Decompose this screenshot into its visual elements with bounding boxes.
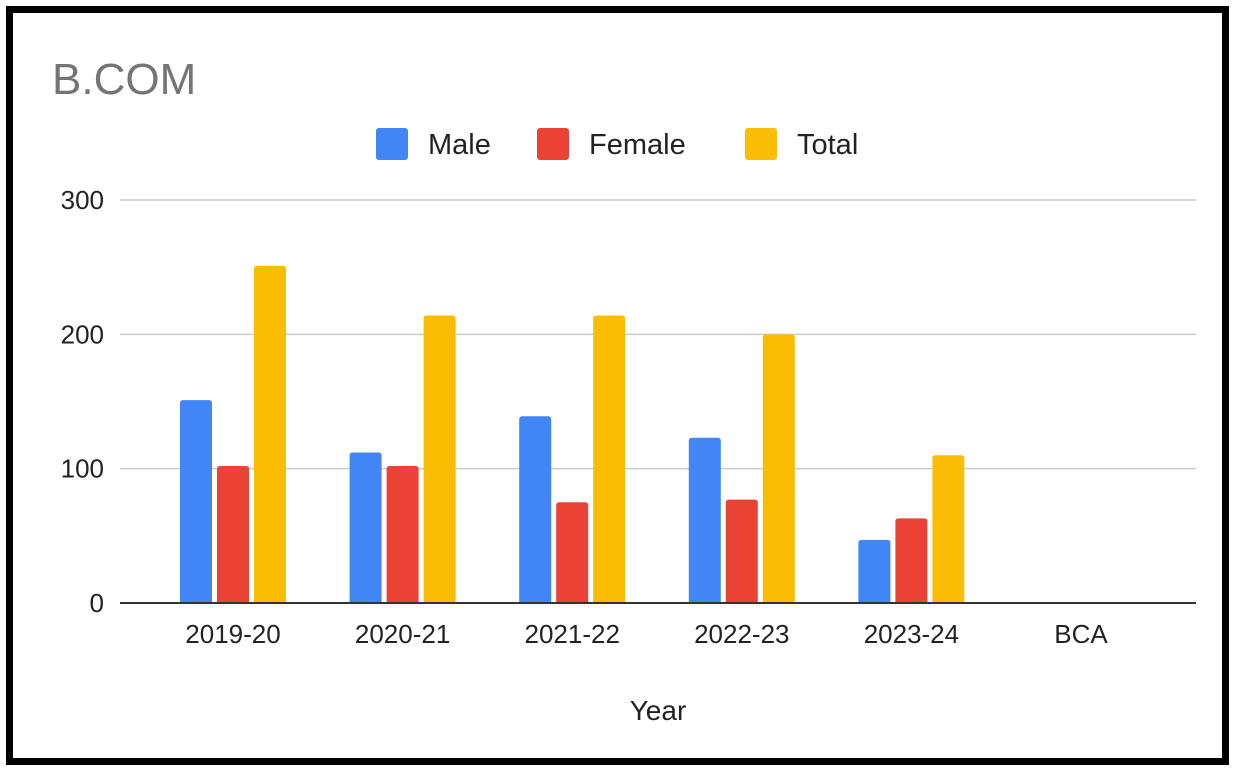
bar-male-2019-20 [180, 400, 212, 603]
bar-female-2020-21 [386, 465, 419, 603]
y-tick-label: 0 [90, 588, 104, 618]
bar-male-2021-22 [519, 416, 552, 603]
legend-label-female: Female [589, 129, 686, 161]
gridlines [120, 199, 1196, 470]
bar-total-2023-24 [932, 455, 965, 603]
x-tick-label: 2021-22 [524, 619, 619, 649]
x-tick-label: 2019-20 [185, 619, 280, 649]
bar-total-2022-23 [762, 334, 795, 603]
y-axis-ticks: 0 100 200 300 [61, 185, 104, 618]
bar-total-2021-22 [593, 315, 626, 603]
x-tick-label: 2023-24 [864, 619, 959, 649]
chart-title: B.COM [52, 55, 196, 104]
y-tick-label: 200 [61, 319, 104, 349]
legend-swatch-female [537, 128, 569, 160]
bar-male-2020-21 [349, 452, 382, 603]
x-tick-label: BCA [1054, 619, 1108, 649]
x-tick-label: 2020-21 [355, 619, 450, 649]
bar-female-2023-24 [895, 518, 928, 603]
legend-swatch-male [376, 128, 408, 160]
bars [180, 265, 965, 603]
y-tick-label: 100 [61, 454, 104, 484]
bar-female-2022-23 [725, 499, 758, 603]
bar-male-2023-24 [858, 539, 891, 603]
legend-swatch-total [745, 128, 777, 160]
y-tick-label: 300 [61, 185, 104, 215]
x-axis-ticks: 2019-20 2020-21 2021-22 2022-23 2023-24 BCA [185, 619, 1108, 649]
legend: Male Female Total [376, 128, 858, 161]
bar-male-2022-23 [688, 437, 721, 603]
bar-total-2020-21 [423, 315, 456, 603]
legend-label-male: Male [428, 129, 491, 161]
x-tick-label: 2022-23 [694, 619, 789, 649]
legend-label-total: Total [797, 129, 858, 161]
bar-female-2019-20 [217, 465, 249, 603]
bar-female-2021-22 [556, 502, 589, 603]
x-axis-title: Year [630, 695, 687, 726]
bar-total-2019-20 [254, 265, 286, 603]
